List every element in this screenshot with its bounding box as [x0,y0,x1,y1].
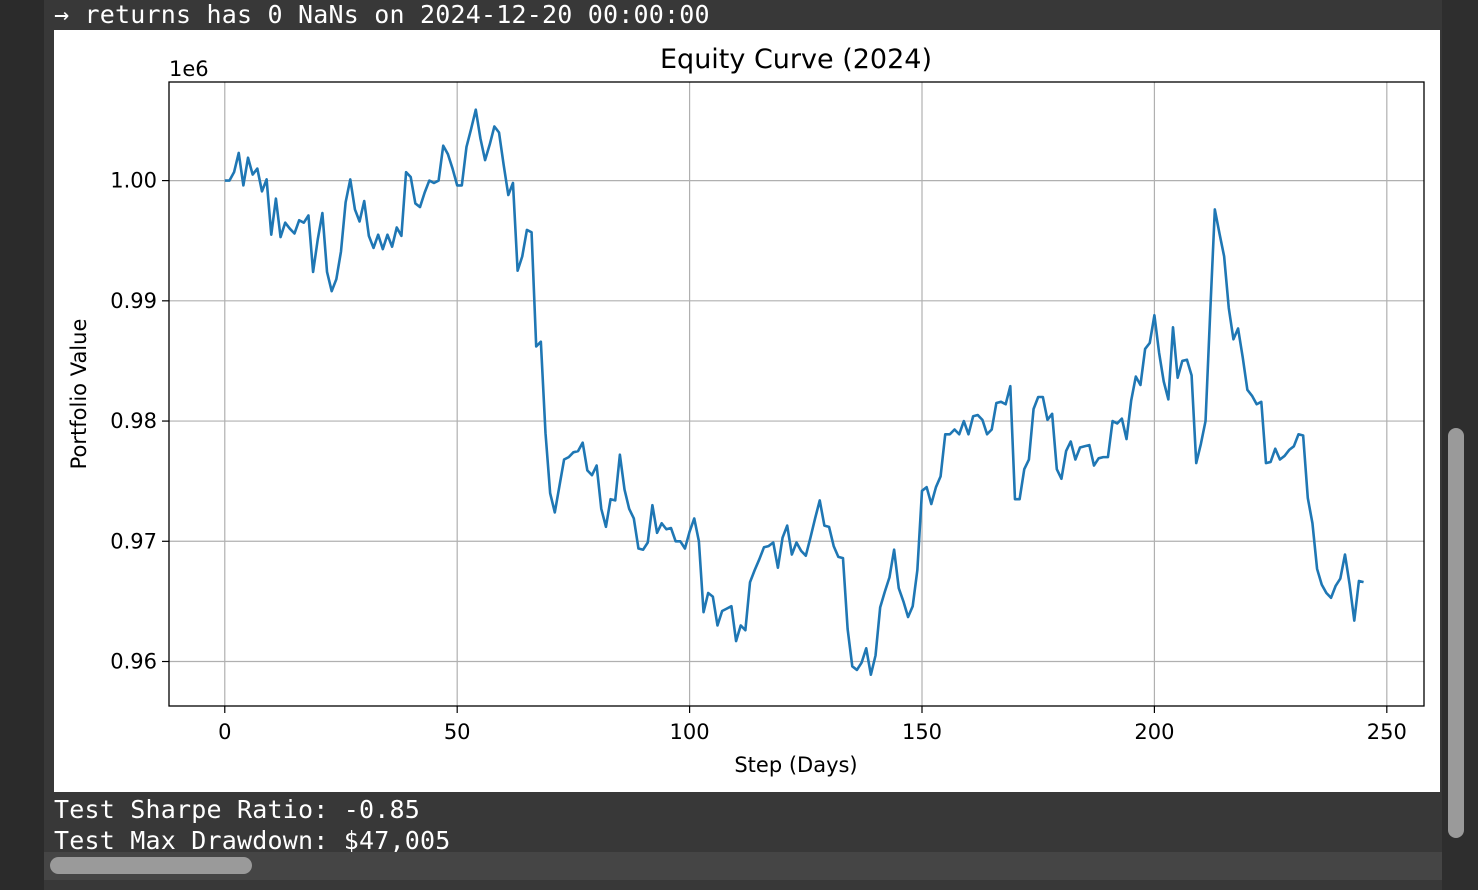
chart-title: Equity Curve (2024) [660,44,932,75]
x-tick-label: 100 [670,720,710,744]
line-layer [224,108,1364,677]
x-tick-label: 0 [218,720,231,744]
grid-layer [169,82,1424,706]
equity-curve-figure: 0 50 100 150 200 250 0.96 0.97 0.98 0.99 1.00 Equi… [54,30,1440,792]
y-tick-label: 1.00 [110,169,157,193]
x-tick-label: 200 [1134,720,1174,744]
vertical-scrollbar-thumb[interactable] [1448,428,1464,838]
y-tick-label: 0.96 [110,650,157,674]
x-tick-label: 150 [902,720,942,744]
x-tick-label: 50 [444,720,471,744]
y-axis-label: Portfolio Value [67,319,91,470]
horizontal-scrollbar-thumb[interactable] [50,857,252,874]
output-top-line: → returns has 0 NaNs on 2024-12-20 00:00… [54,0,710,29]
y-offset-label: 1e6 [169,57,209,81]
left-gutter [0,0,44,890]
y-tick-label: 0.99 [110,289,157,313]
equity-series-line [224,108,1364,677]
x-axis-label: Step (Days) [734,753,857,777]
output-sharpe-line: Test Sharpe Ratio: -0.85 [54,795,421,824]
equity-curve-chart: 0 50 100 150 200 250 0.96 0.97 0.98 0.99 1.00 Equi… [67,44,1425,777]
tick-layer: 0 50 100 150 200 250 0.96 0.97 0.98 0.99 1.00 [110,169,1407,744]
horizontal-scrollbar-track[interactable] [44,852,1442,880]
x-tick-label: 250 [1367,720,1407,744]
y-tick-label: 0.98 [110,409,157,433]
y-tick-label: 0.97 [110,529,157,553]
axes-frame [168,81,1425,707]
output-drawdown-line: Test Max Drawdown: $47,005 [54,826,451,855]
